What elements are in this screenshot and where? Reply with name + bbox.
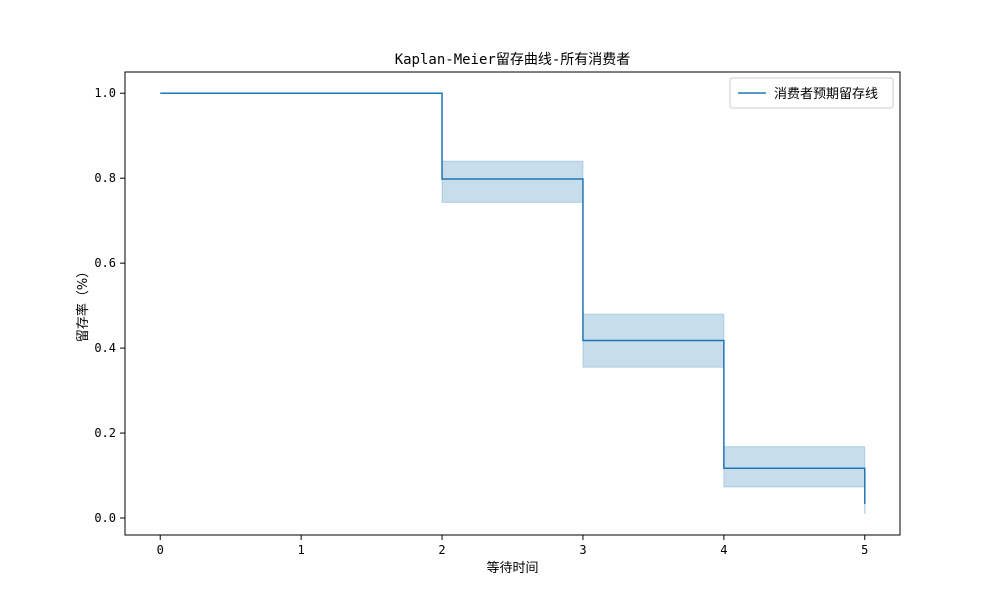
y-axis-ticks: 0.0 0.2 0.4 0.6 0.8 1.0: [94, 86, 125, 525]
plot-area-frame: [124, 71, 901, 536]
legend: 消费者预期留存线: [729, 77, 894, 109]
x-tick-label: 5: [861, 543, 868, 557]
chart-title: Kaplan-Meier留存曲线-所有消费者: [395, 52, 631, 68]
x-tick-label: 3: [579, 543, 586, 557]
legend-box: [729, 77, 894, 109]
confidence-band-layer: [441, 160, 866, 514]
y-tick-label: 0.2: [94, 426, 116, 440]
x-axis-label: 等待时间: [486, 560, 538, 576]
x-tick-label: 4: [720, 543, 727, 557]
y-tick-label: 0.8: [94, 171, 116, 185]
confidence-band-segment: [441, 160, 584, 203]
y-axis-label: 留存率（%）: [75, 265, 91, 342]
survival-step-line: [160, 92, 866, 504]
x-tick-label: 1: [298, 543, 305, 557]
confidence-band-segment: [723, 446, 866, 488]
y-tick-label: 0.6: [94, 256, 116, 270]
x-tick-label: 2: [438, 543, 445, 557]
x-tick-label: 0: [157, 543, 164, 557]
y-tick-label: 0.4: [94, 341, 116, 355]
y-tick-label: 0.0: [94, 511, 116, 525]
legend-entry-label: 消费者预期留存线: [774, 87, 878, 102]
survival-line-layer: [160, 92, 866, 504]
x-axis-ticks: 0 1 2 3 4 5: [157, 535, 868, 557]
y-tick-label: 1.0: [94, 86, 116, 100]
